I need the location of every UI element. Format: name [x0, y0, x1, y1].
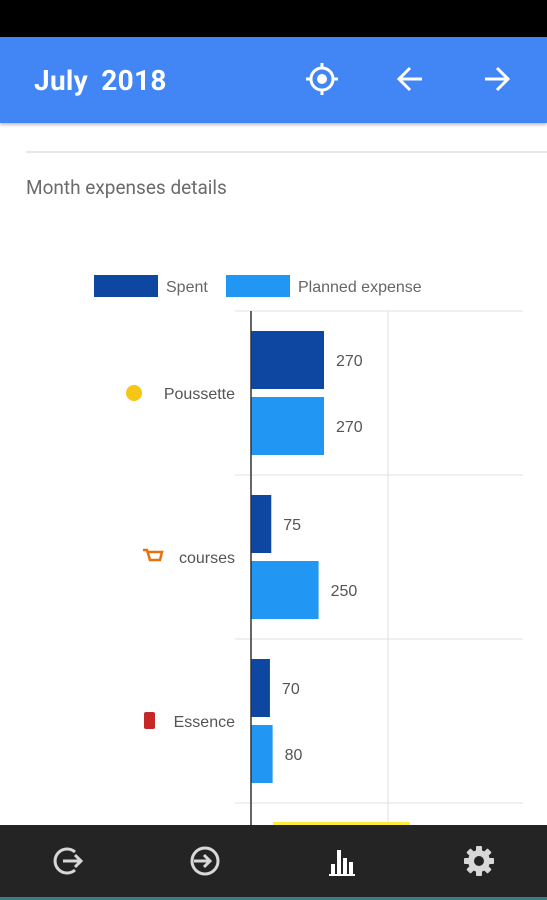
bar-chart-icon[interactable] — [322, 841, 362, 881]
baby-face-icon — [126, 385, 142, 401]
category-label-poussette: Poussette — [164, 386, 235, 403]
nav-bottom-line — [0, 897, 547, 900]
legend-label-2: Planned expense — [298, 279, 422, 296]
bar-value-label: 75 — [283, 517, 301, 534]
enter-icon[interactable] — [185, 841, 225, 881]
fuel-pump-icon — [144, 712, 155, 729]
bar-courses-spent[interactable] — [251, 495, 272, 553]
legend-label-1: Spent — [166, 279, 208, 296]
bar-value-label: 70 — [282, 681, 300, 698]
bar-value-label: 250 — [331, 583, 358, 600]
section-divider — [26, 151, 547, 153]
category-label-essence: Essence — [174, 714, 235, 731]
bar-essence-spent[interactable] — [251, 659, 270, 717]
category-label-courses: courses — [179, 550, 235, 567]
bar-essence-planned[interactable] — [251, 725, 273, 783]
bar-poussette-planned[interactable] — [251, 397, 324, 455]
section-title: Month expenses details — [26, 176, 227, 199]
bar-courses-planned[interactable] — [251, 561, 319, 619]
shopping-cart-icon — [143, 548, 164, 562]
partial-bar — [273, 822, 410, 825]
legend-swatch-2 — [226, 275, 290, 297]
status-bar — [0, 0, 547, 37]
bar-value-label: 270 — [336, 419, 363, 436]
my-location-icon[interactable] — [302, 59, 342, 99]
arrow-right-icon[interactable] — [477, 59, 517, 99]
legend-swatch-1 — [94, 275, 158, 297]
bottom-navigation — [0, 825, 547, 900]
bar-value-label: 80 — [285, 747, 303, 764]
bar-value-label: 270 — [336, 353, 363, 370]
settings-icon[interactable] — [459, 841, 499, 881]
app-bar: July 2018 — [0, 37, 547, 123]
expenses-bar-chart: Spent Planned expense 270 270 Poussette 75 250… — [94, 275, 523, 825]
arrow-left-icon[interactable] — [390, 59, 430, 99]
page-title: July 2018 — [34, 64, 167, 97]
bar-poussette-spent[interactable] — [251, 331, 324, 389]
exit-icon[interactable] — [48, 841, 88, 881]
